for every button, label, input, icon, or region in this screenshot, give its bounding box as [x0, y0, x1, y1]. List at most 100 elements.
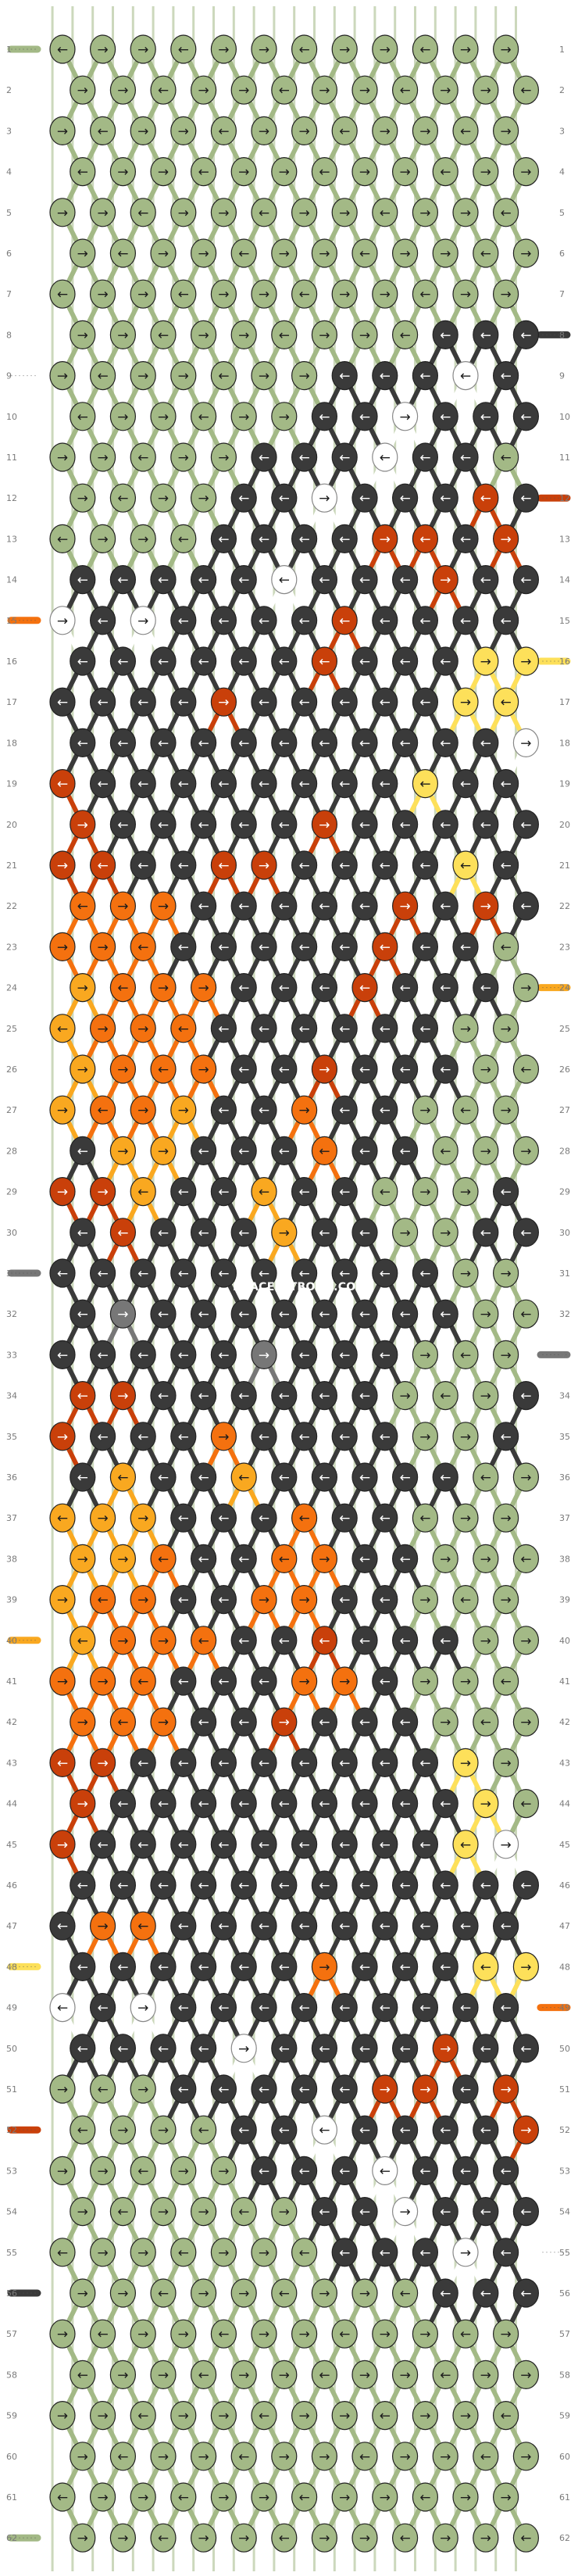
arrow-left-icon: ←: [339, 1429, 350, 1445]
arrow-right-icon: →: [399, 2205, 410, 2220]
arrow-right-icon: →: [158, 1715, 169, 1730]
arrow-right-icon: →: [259, 2245, 269, 2261]
arrow-right-icon: →: [480, 654, 491, 670]
arrow-left-icon: ←: [480, 1470, 491, 1486]
arrow-left-icon: ←: [500, 2163, 511, 2179]
arrow-left-icon: ←: [359, 246, 370, 262]
arrow-left-icon: ←: [399, 981, 410, 996]
arrow-left-icon: ←: [77, 654, 88, 670]
arrow-left-icon: ←: [178, 695, 189, 710]
knot: [130, 606, 156, 635]
arrow-left-icon: ←: [298, 858, 309, 874]
arrow-left-icon: ←: [97, 2001, 108, 2016]
arrow-right-icon: →: [500, 1837, 511, 1853]
arrow-right-icon: →: [440, 2531, 451, 2546]
knot: [49, 361, 76, 391]
knot: [311, 483, 337, 513]
arrow-left-icon: ←: [440, 1143, 451, 1159]
knot: [372, 361, 398, 391]
arrow-left-icon: ←: [440, 1062, 451, 1078]
arrow-left-icon: ←: [259, 1837, 269, 1853]
arrow-right-icon: →: [339, 42, 350, 58]
arrow-right-icon: →: [480, 1389, 491, 1404]
arrow-right-icon: →: [218, 1429, 229, 1445]
knot: [512, 75, 540, 105]
arrow-right-icon: →: [520, 654, 531, 670]
arrow-right-icon: →: [117, 2123, 128, 2138]
arrow-left-icon: ←: [137, 695, 148, 710]
arrow-left-icon: ←: [359, 1143, 370, 1159]
arrow-left-icon: ←: [440, 981, 451, 996]
row-number-right: 58: [559, 2370, 570, 2380]
arrow-right-icon: →: [57, 450, 68, 466]
arrow-left-icon: ←: [298, 1755, 309, 1771]
arrow-left-icon: ←: [158, 1878, 169, 1894]
arrow-right-icon: →: [57, 858, 68, 874]
arrow-left-icon: ←: [137, 939, 148, 955]
arrow-left-icon: ←: [117, 654, 128, 670]
knot: [130, 524, 156, 554]
arrow-left-icon: ←: [380, 1266, 391, 1282]
row-number-right: 61: [559, 2492, 570, 2503]
knot: [49, 198, 76, 227]
arrow-left-icon: ←: [440, 327, 451, 343]
arrow-right-icon: →: [57, 1185, 68, 1200]
arrow-right-icon: →: [97, 206, 108, 221]
arrow-left-icon: ←: [380, 369, 391, 385]
knot: [412, 606, 439, 635]
arrow-left-icon: ←: [339, 1511, 350, 1526]
knot: [372, 606, 398, 635]
arrow-left-icon: ←: [158, 818, 169, 833]
arrow-left-icon: ←: [57, 695, 68, 710]
arrow-right-icon: →: [399, 246, 410, 262]
arrow-left-icon: ←: [399, 1959, 410, 1975]
arrow-left-icon: ←: [218, 2327, 229, 2342]
knot: [271, 564, 298, 595]
knot: [90, 606, 116, 635]
arrow-right-icon: →: [319, 2286, 330, 2302]
arrow-left-icon: ←: [77, 573, 88, 589]
arrow-right-icon: →: [259, 858, 269, 874]
arrow-left-icon: ←: [520, 2286, 531, 2302]
arrow-left-icon: ←: [279, 1389, 290, 1404]
arrow-right-icon: →: [500, 42, 511, 58]
knot: [230, 564, 257, 595]
arrow-left-icon: ←: [359, 491, 370, 506]
knot: [391, 564, 419, 595]
arrow-left-icon: ←: [319, 573, 330, 589]
arrow-left-icon: ←: [218, 2082, 229, 2098]
row-number-right: 33: [559, 1350, 570, 1360]
arrow-left-icon: ←: [298, 2245, 309, 2261]
row-number-right: 11: [559, 453, 570, 463]
arrow-left-icon: ←: [359, 1062, 370, 1078]
arrow-left-icon: ←: [178, 2082, 189, 2098]
pattern-knots: ← → → ← → → ← → → ← → → → → ← → → ← → → ← → → ← → ← → → ← → → ← → → ← → ← → → ←…: [49, 34, 540, 2553]
row-number-right: 29: [559, 1187, 570, 1197]
arrow-left-icon: ←: [500, 2409, 511, 2424]
arrow-right-icon: →: [158, 2367, 169, 2383]
knot: [372, 198, 398, 227]
arrow-left-icon: ←: [279, 1062, 290, 1078]
knot: [49, 524, 76, 554]
arrow-left-icon: ←: [158, 2531, 169, 2546]
arrow-left-icon: ←: [279, 1143, 290, 1159]
knot: [412, 524, 439, 554]
arrow-right-icon: →: [380, 123, 391, 139]
arrow-left-icon: ←: [158, 1062, 169, 1078]
arrow-left-icon: ←: [77, 1389, 88, 1404]
row-number-left: 39: [6, 1595, 17, 1605]
arrow-right-icon: →: [259, 287, 269, 302]
arrow-left-icon: ←: [339, 2245, 350, 2261]
arrow-right-icon: →: [319, 491, 330, 506]
row-number-left: 57: [6, 2329, 17, 2339]
arrow-left-icon: ←: [359, 1225, 370, 1241]
arrow-left-icon: ←: [520, 2205, 531, 2220]
arrow-left-icon: ←: [117, 1225, 128, 1241]
arrow-left-icon: ←: [178, 939, 189, 955]
knot: [311, 564, 337, 595]
knot: [512, 402, 540, 431]
arrow-right-icon: →: [298, 206, 309, 221]
arrow-left-icon: ←: [238, 1143, 249, 1159]
arrow-left-icon: ←: [419, 858, 430, 874]
